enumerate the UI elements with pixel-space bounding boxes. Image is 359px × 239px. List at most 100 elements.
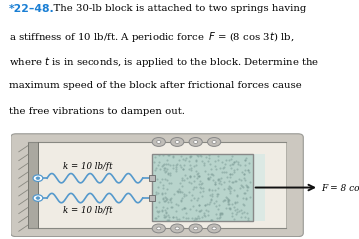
Point bbox=[229, 215, 235, 218]
Point bbox=[215, 158, 220, 162]
Point bbox=[196, 174, 202, 178]
Point bbox=[172, 192, 177, 196]
Point bbox=[178, 165, 184, 169]
Point bbox=[215, 207, 221, 211]
Point bbox=[180, 207, 185, 211]
Point bbox=[201, 212, 207, 215]
Point bbox=[171, 163, 176, 167]
Point bbox=[205, 176, 211, 180]
Point bbox=[183, 206, 188, 210]
Point bbox=[242, 191, 248, 195]
Point bbox=[239, 170, 245, 174]
Point bbox=[241, 196, 246, 200]
Circle shape bbox=[33, 195, 43, 201]
Point bbox=[163, 191, 168, 195]
Point bbox=[246, 170, 252, 174]
Point bbox=[168, 205, 174, 209]
Point bbox=[178, 198, 184, 202]
Point bbox=[225, 199, 231, 202]
Point bbox=[230, 163, 236, 166]
Point bbox=[159, 208, 165, 212]
Point bbox=[236, 210, 242, 213]
Point bbox=[187, 207, 193, 211]
Point bbox=[199, 195, 205, 198]
Point bbox=[163, 196, 168, 200]
Circle shape bbox=[157, 227, 161, 230]
Point bbox=[242, 158, 248, 162]
Point bbox=[217, 211, 223, 215]
Point bbox=[180, 167, 186, 171]
Point bbox=[181, 206, 187, 210]
Point bbox=[239, 184, 244, 188]
Point bbox=[213, 182, 218, 186]
Point bbox=[205, 173, 210, 176]
Point bbox=[216, 177, 222, 181]
Point bbox=[242, 163, 248, 167]
Point bbox=[181, 206, 187, 210]
Point bbox=[203, 208, 209, 212]
Point bbox=[227, 179, 232, 183]
Point bbox=[173, 203, 178, 206]
Point bbox=[165, 213, 171, 217]
Point bbox=[221, 170, 227, 174]
Point bbox=[219, 211, 224, 215]
Point bbox=[182, 194, 187, 198]
Bar bbox=[149, 175, 155, 181]
Point bbox=[221, 165, 227, 169]
Point bbox=[180, 157, 186, 161]
Point bbox=[222, 198, 228, 202]
Circle shape bbox=[208, 224, 221, 233]
Point bbox=[241, 210, 247, 214]
Bar bbox=[149, 195, 155, 201]
Point bbox=[206, 202, 211, 206]
Point bbox=[234, 193, 240, 197]
Point bbox=[193, 159, 199, 163]
Point bbox=[215, 192, 221, 196]
Point bbox=[196, 216, 202, 220]
Point bbox=[225, 175, 230, 179]
Point bbox=[208, 198, 214, 201]
Point bbox=[159, 209, 165, 213]
Point bbox=[203, 156, 209, 159]
Circle shape bbox=[152, 137, 165, 147]
Point bbox=[231, 188, 237, 191]
Point bbox=[187, 154, 193, 158]
Text: where $t$ is in seconds, is applied to the block. Determine the: where $t$ is in seconds, is applied to t… bbox=[9, 55, 319, 70]
Point bbox=[245, 168, 251, 172]
Point bbox=[200, 181, 205, 185]
Point bbox=[187, 156, 193, 159]
Point bbox=[226, 199, 232, 202]
Point bbox=[238, 163, 243, 167]
Point bbox=[238, 208, 244, 212]
Point bbox=[188, 167, 194, 170]
Point bbox=[174, 217, 180, 221]
Point bbox=[206, 187, 212, 191]
Point bbox=[216, 216, 222, 220]
Text: the free vibrations to dampen out.: the free vibrations to dampen out. bbox=[9, 107, 185, 116]
Point bbox=[160, 205, 166, 209]
Point bbox=[159, 193, 165, 196]
Point bbox=[211, 201, 216, 205]
Point bbox=[165, 171, 171, 175]
Point bbox=[243, 196, 249, 200]
Point bbox=[220, 200, 226, 203]
Point bbox=[234, 211, 239, 214]
Point bbox=[176, 217, 182, 221]
Point bbox=[241, 176, 247, 180]
Point bbox=[157, 180, 163, 184]
Point bbox=[229, 211, 235, 215]
Point bbox=[194, 176, 200, 179]
Bar bbox=[253, 154, 265, 221]
Point bbox=[197, 179, 203, 183]
Point bbox=[242, 168, 248, 172]
Point bbox=[165, 172, 171, 176]
Point bbox=[152, 155, 158, 159]
Point bbox=[156, 209, 162, 213]
Point bbox=[246, 161, 252, 165]
Point bbox=[212, 182, 218, 186]
Point bbox=[202, 203, 208, 207]
Point bbox=[183, 193, 189, 196]
Point bbox=[163, 211, 169, 215]
Circle shape bbox=[194, 227, 198, 230]
Point bbox=[187, 174, 193, 178]
